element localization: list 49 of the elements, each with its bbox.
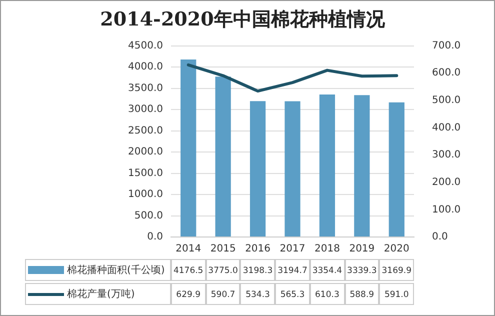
bar (319, 94, 336, 236)
y2-tick-label: 700.0 (432, 40, 461, 52)
x-tick-label: 2018 (314, 244, 340, 255)
x-tick-label: 2014 (176, 244, 202, 255)
x-tick-label: 2019 (349, 244, 375, 255)
data-label: 3198.3 (240, 259, 276, 281)
data-label: 590.7 (206, 283, 240, 305)
y-tick-label: 3500.0 (128, 82, 163, 94)
legend-label: 棉花播种面积(千公顷) (25, 259, 171, 281)
data-label: 3169.9 (379, 259, 414, 281)
bar (388, 102, 404, 236)
x-tick-label: 2017 (280, 244, 306, 255)
data-label: 3339.3 (344, 259, 380, 281)
y-tick-label: 1500.0 (128, 168, 163, 179)
y-tick-label: 0.0 (147, 232, 163, 243)
y-tick-label: 2000.0 (128, 146, 163, 158)
x-tick-label: 2016 (245, 244, 271, 255)
data-label: 610.3 (310, 283, 345, 305)
data-label: 588.9 (344, 283, 380, 305)
data-label: 565.3 (275, 283, 310, 305)
chart-title: 2014-2020年中国棉花种植情况 (100, 8, 386, 30)
data-label: 4176.5 (171, 259, 206, 281)
bar (284, 101, 300, 236)
y-tick-label: 4500.0 (128, 40, 163, 52)
y-tick-label: 1000.0 (128, 189, 163, 200)
x-tick-label: 2020 (384, 244, 410, 255)
data-label: 3354.4 (310, 259, 345, 281)
y2-tick-label: 400.0 (432, 122, 461, 134)
y2-tick-label: 200.0 (432, 176, 461, 188)
bar (180, 60, 196, 236)
x-tick-label: 2015 (210, 244, 236, 255)
legend-label: 棉花产量(万吨) (25, 283, 171, 305)
data-label: 3194.7 (275, 259, 310, 281)
y-tick-label: 4000.0 (128, 62, 163, 73)
y-tick-label: 2500.0 (128, 125, 163, 136)
y2-tick-label: 100.0 (432, 204, 461, 216)
y2-tick-label: 500.0 (432, 95, 461, 106)
bar (215, 76, 231, 236)
data-label: 591.0 (379, 283, 414, 305)
data-label: 3775.0 (206, 259, 240, 281)
y-tick-label: 3000.0 (128, 104, 163, 116)
bar (354, 95, 370, 236)
data-label: 629.9 (171, 283, 206, 305)
bar (250, 101, 266, 236)
y2-tick-label: 300.0 (432, 150, 461, 161)
y-tick-label: 500.0 (134, 210, 163, 222)
y2-tick-label: 600.0 (432, 68, 461, 79)
y2-tick-label: 0.0 (432, 232, 448, 243)
data-label: 534.3 (240, 283, 276, 305)
